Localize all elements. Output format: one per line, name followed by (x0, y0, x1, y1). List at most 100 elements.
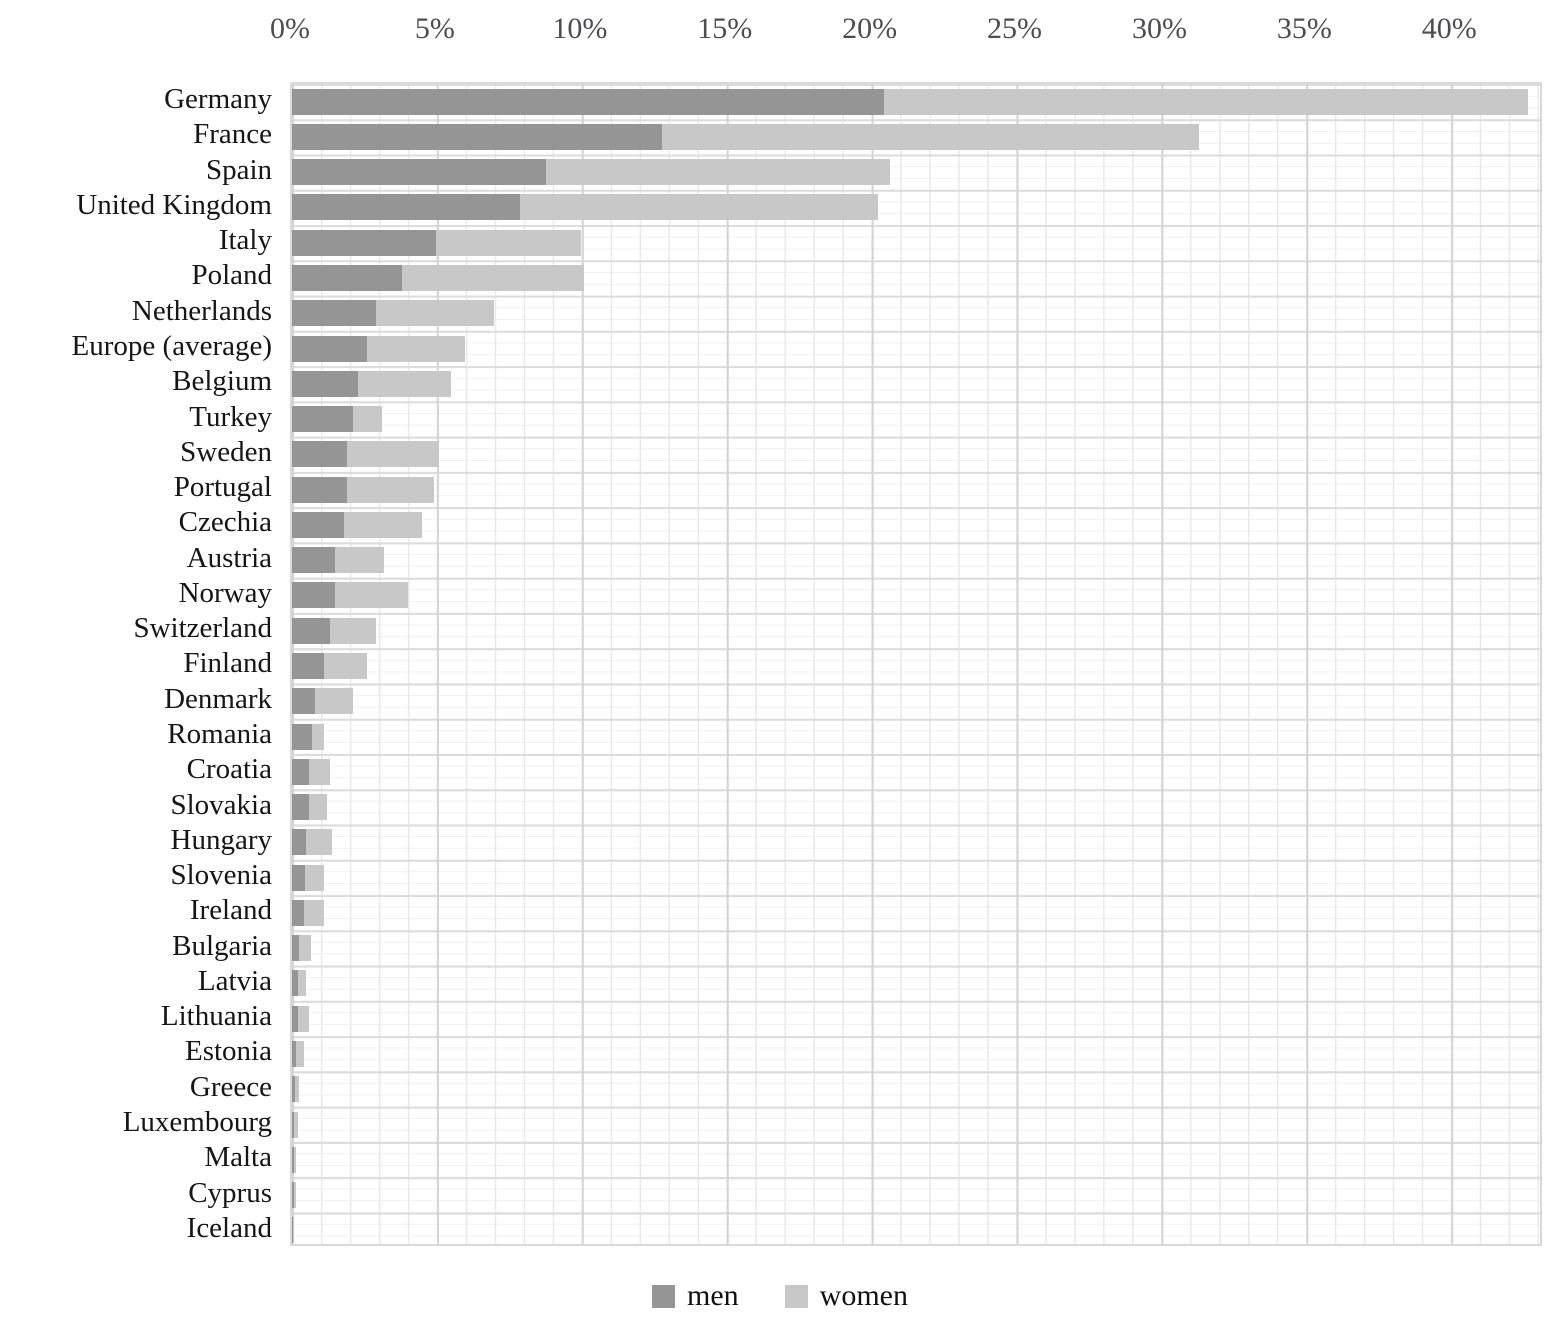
bar-segment-hungary-women (306, 829, 333, 856)
bar-segment-denmark-women (315, 688, 353, 715)
legend: men women (0, 1281, 1560, 1311)
bar-track-cyprus (292, 1182, 1540, 1209)
bar-row-sweden (292, 437, 1540, 472)
category-label-greece: Greece (189, 1070, 272, 1103)
bar-track-luxembourg (292, 1111, 1540, 1138)
bar-row-romania (292, 719, 1540, 754)
bar-segment-netherlands-men (292, 300, 376, 327)
category-label-lithuania: Lithuania (160, 1000, 272, 1033)
bar-track-romania (292, 723, 1540, 750)
x-axis-tick-labels: 0% 5% 10% 15% 20% 25% 30% 35% 40% (270, 12, 1542, 60)
bar-segment-malta-women (293, 1146, 297, 1173)
bar-track-greece (292, 1076, 1540, 1103)
bar-row-slovenia (292, 860, 1540, 895)
bar-track-lithuania (292, 1005, 1540, 1032)
bar-track-france (292, 123, 1540, 150)
category-label-slovakia: Slovakia (170, 788, 273, 821)
bar-segment-france-women (661, 123, 1200, 150)
bar-segment-slovenia-men (292, 864, 305, 891)
bar-segment-greece-women (294, 1076, 300, 1103)
bar-track-iceland (292, 1217, 1540, 1244)
bar-row-poland (292, 260, 1540, 295)
category-label-bulgaria: Bulgaria (172, 929, 272, 962)
category-label-france: France (193, 118, 272, 151)
x-tick-35: 35% (1276, 12, 1332, 45)
category-label-ireland: Ireland (189, 894, 272, 927)
bar-segment-estonia-men (292, 1040, 297, 1067)
bar-segment-austria-women (335, 547, 385, 574)
bar-row-cyprus (292, 1177, 1540, 1212)
bar-segment-belgium-women (358, 370, 451, 397)
category-label-cyprus: Cyprus (188, 1176, 272, 1209)
bar-track-slovenia (292, 864, 1540, 891)
bar-segment-italy-women (436, 229, 581, 256)
bar-row-lithuania (292, 1001, 1540, 1036)
category-label-netherlands: Netherlands (131, 294, 272, 327)
bar-row-turkey (292, 401, 1540, 436)
category-label-sweden: Sweden (180, 435, 272, 468)
bar-segment-portugal-women (346, 476, 434, 503)
bar-segment-croatia-men (292, 758, 310, 785)
bar-segment-switzerland-men (292, 617, 330, 644)
bar-row-ireland (292, 895, 1540, 930)
bar-segment-austria-men (292, 547, 336, 574)
bar-segment-switzerland-women (329, 617, 376, 644)
category-label-romania: Romania (167, 718, 272, 751)
bar-row-belgium (292, 366, 1540, 401)
bar-row-norway (292, 578, 1540, 613)
category-label-turkey: Turkey (189, 400, 272, 433)
bar-segment-ireland-men (292, 899, 304, 926)
bar-track-europe-average (292, 335, 1540, 362)
category-label-iceland: Iceland (186, 1211, 272, 1244)
bar-track-norway (292, 582, 1540, 609)
bar-row-europe-average (292, 331, 1540, 366)
bar-segment-norway-men (292, 582, 336, 609)
men-swatch-icon (652, 1284, 675, 1308)
bar-track-spain (292, 159, 1540, 186)
bar-row-portugal (292, 472, 1540, 507)
category-label-luxembourg: Luxembourg (122, 1106, 272, 1139)
x-tick-15: 15% (697, 12, 753, 45)
bar-row-netherlands (292, 296, 1540, 331)
women-swatch-icon (784, 1284, 808, 1308)
bar-segment-luxembourg-women (294, 1111, 298, 1138)
bar-row-switzerland (292, 613, 1540, 648)
x-tick-25: 25% (987, 12, 1043, 45)
bar-segment-luxembourg-men (292, 1111, 295, 1138)
bar-row-austria (292, 543, 1540, 578)
legend-label-men: men (687, 1279, 739, 1312)
bar-track-germany (292, 88, 1540, 115)
bar-segment-germany-women (884, 88, 1529, 115)
bar-row-spain (292, 155, 1540, 190)
bar-track-united-kingdom (292, 194, 1540, 221)
bar-row-greece (292, 1072, 1540, 1107)
category-label-germany: Germany (164, 83, 272, 116)
bar-row-croatia (292, 754, 1540, 789)
bar-segment-latvia-women (297, 970, 307, 997)
category-label-united-kingdom: United Kingdom (76, 188, 272, 221)
bar-track-hungary (292, 829, 1540, 856)
bar-row-iceland (292, 1213, 1540, 1248)
category-label-hungary: Hungary (170, 823, 272, 856)
bar-row-malta (292, 1142, 1540, 1177)
bar-track-denmark (292, 688, 1540, 715)
bar-segment-turkey-men (292, 406, 353, 433)
legend-label-women: women (819, 1279, 908, 1312)
bar-segment-croatia-women (309, 758, 330, 785)
category-label-denmark: Denmark (164, 682, 272, 715)
bar-row-denmark (292, 684, 1540, 719)
bar-segment-cyprus-women (294, 1182, 296, 1209)
x-tick-0: 0% (270, 12, 310, 45)
bar-row-germany (292, 84, 1540, 119)
category-label-portugal: Portugal (173, 471, 272, 504)
bar-row-bulgaria (292, 931, 1540, 966)
category-label-switzerland: Switzerland (133, 612, 272, 645)
bar-track-poland (292, 264, 1540, 291)
bar-track-italy (292, 229, 1540, 256)
legend-item-men: men (652, 1281, 739, 1311)
category-label-malta: Malta (204, 1141, 272, 1174)
bar-track-belgium (292, 370, 1540, 397)
bar-segment-hungary-men (292, 829, 307, 856)
bar-row-luxembourg (292, 1107, 1540, 1142)
bar-segment-slovakia-men (292, 794, 310, 821)
